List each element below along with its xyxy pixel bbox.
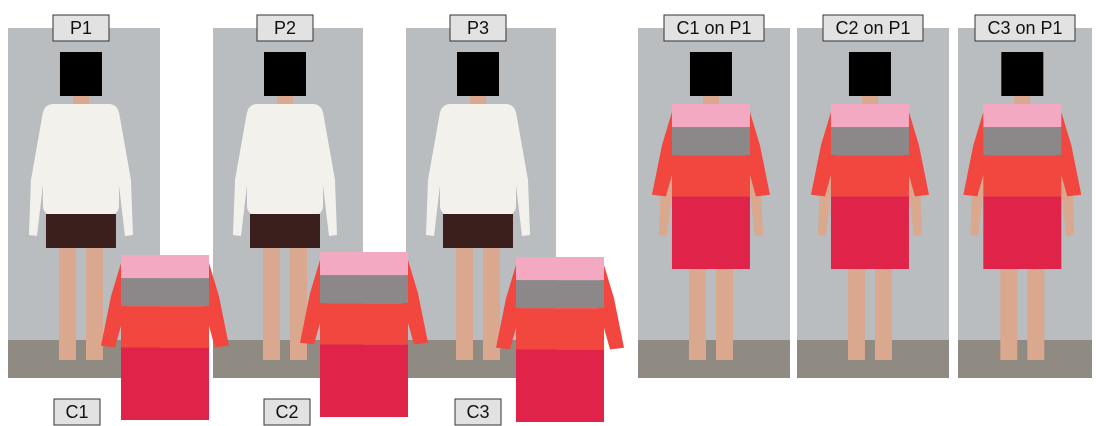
leg bbox=[688, 240, 706, 360]
sleeve bbox=[598, 265, 624, 350]
label-box bbox=[454, 398, 502, 426]
stripe bbox=[830, 196, 909, 269]
sleeve bbox=[300, 260, 326, 345]
label-text: C3 bbox=[466, 402, 489, 422]
shirt bbox=[440, 104, 516, 216]
stripe bbox=[516, 257, 604, 281]
leg bbox=[263, 240, 280, 360]
photo bbox=[213, 28, 363, 378]
garment bbox=[101, 255, 229, 420]
labels: P1 P2 P3 C1 C2 C3 C1 on P1 C2 on P1 C3 on P1 bbox=[52, 14, 1076, 426]
label-box bbox=[822, 14, 924, 42]
stripe bbox=[320, 344, 408, 417]
label-text: C1 on P1 bbox=[676, 18, 751, 38]
stripe bbox=[983, 196, 1062, 269]
stripe bbox=[320, 303, 408, 345]
shorts bbox=[45, 214, 116, 248]
label-text: P1 bbox=[70, 18, 92, 38]
garment bbox=[300, 252, 428, 417]
garment bbox=[496, 257, 624, 422]
sleeve bbox=[743, 112, 770, 197]
label-text: C1 bbox=[65, 402, 88, 422]
floor bbox=[958, 340, 1092, 378]
stripe bbox=[121, 278, 209, 307]
sleeve bbox=[810, 112, 837, 197]
label-text: P3 bbox=[467, 18, 489, 38]
leg bbox=[58, 240, 76, 360]
stripe bbox=[830, 104, 909, 128]
face-mask bbox=[457, 52, 499, 96]
face-mask bbox=[689, 52, 732, 96]
stripe bbox=[671, 155, 750, 197]
photos bbox=[8, 28, 1092, 422]
leg bbox=[847, 240, 865, 360]
leg bbox=[1000, 240, 1018, 360]
label-text: C2 bbox=[275, 402, 298, 422]
leg bbox=[483, 240, 500, 360]
stripe bbox=[516, 308, 604, 350]
label-box bbox=[449, 14, 507, 42]
stripe bbox=[516, 349, 604, 422]
floor bbox=[797, 340, 949, 378]
label-box bbox=[52, 14, 110, 42]
stripe bbox=[671, 127, 750, 156]
label-box bbox=[263, 398, 311, 426]
leg bbox=[85, 240, 103, 360]
sleeve bbox=[496, 265, 522, 350]
stripe bbox=[983, 104, 1062, 128]
stripe bbox=[983, 127, 1062, 156]
stripe bbox=[320, 252, 408, 276]
sleeve bbox=[203, 263, 229, 348]
leg bbox=[456, 240, 473, 360]
leg bbox=[715, 240, 733, 360]
label-text: P2 bbox=[274, 18, 296, 38]
face-mask bbox=[264, 52, 306, 96]
stripe bbox=[671, 104, 750, 128]
face-mask bbox=[59, 52, 102, 96]
shirt bbox=[247, 104, 323, 216]
face-mask bbox=[1001, 52, 1044, 96]
stripe bbox=[320, 275, 408, 304]
leg bbox=[1027, 240, 1045, 360]
label-box bbox=[663, 14, 765, 42]
leg bbox=[874, 240, 892, 360]
sleeve bbox=[1055, 112, 1082, 197]
photo bbox=[638, 28, 790, 378]
shirt bbox=[42, 104, 119, 216]
stripe bbox=[983, 155, 1062, 197]
stripe bbox=[671, 196, 750, 269]
sleeve bbox=[101, 263, 127, 348]
sleeve bbox=[963, 112, 990, 197]
sleeve bbox=[651, 112, 678, 197]
label-text: C2 on P1 bbox=[835, 18, 910, 38]
shorts bbox=[250, 214, 320, 248]
sleeve bbox=[902, 112, 929, 197]
label-box bbox=[53, 398, 101, 426]
stripe bbox=[830, 155, 909, 197]
photo bbox=[958, 28, 1092, 378]
stripe bbox=[121, 255, 209, 279]
face-mask bbox=[848, 52, 891, 96]
stripe bbox=[121, 306, 209, 348]
shorts bbox=[443, 214, 513, 248]
photo bbox=[797, 28, 949, 378]
stripe bbox=[830, 127, 909, 156]
label-text: C3 on P1 bbox=[987, 18, 1062, 38]
stripe bbox=[516, 280, 604, 309]
sleeve bbox=[402, 260, 428, 345]
label-box bbox=[256, 14, 314, 42]
label-box bbox=[974, 14, 1076, 42]
floor bbox=[638, 340, 790, 378]
stripe bbox=[121, 347, 209, 420]
